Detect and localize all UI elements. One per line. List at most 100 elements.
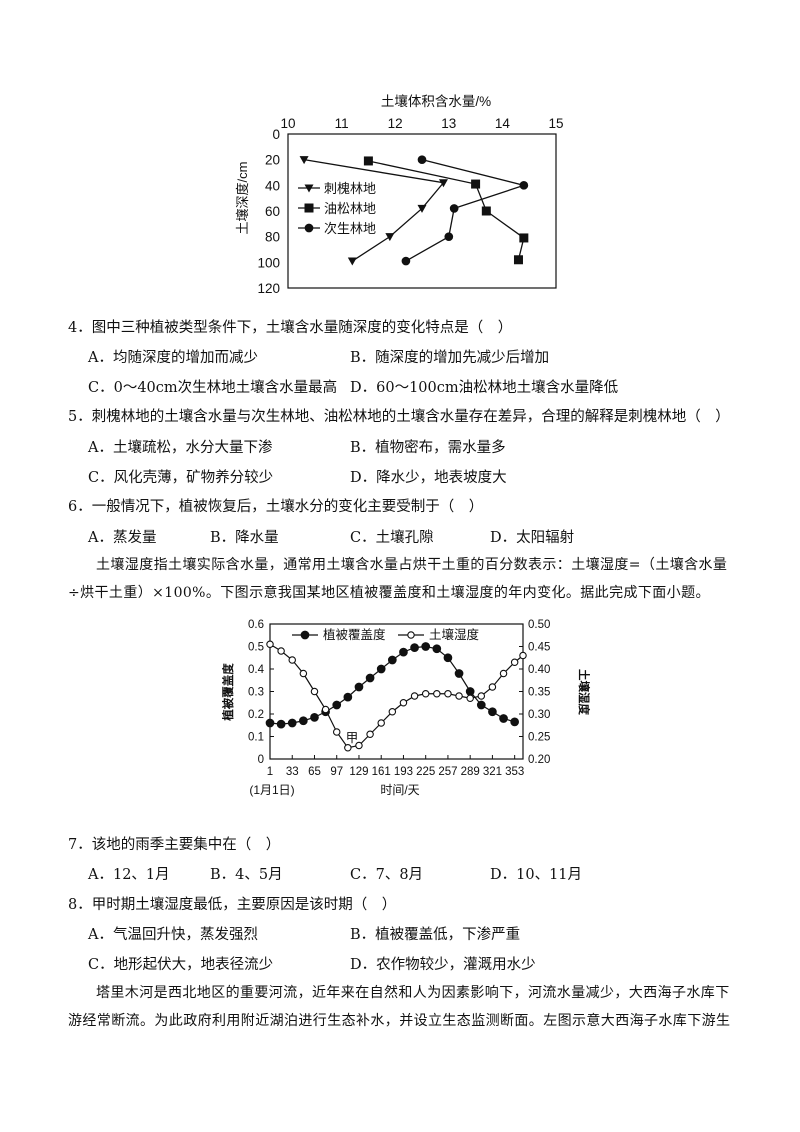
question-8-option-d[interactable]: D．农作物较少，灌溉用水少 bbox=[350, 957, 536, 973]
question-7-option-b[interactable]: B．4、5月 bbox=[210, 867, 283, 883]
chart2-vegetation-point bbox=[410, 643, 419, 652]
question-4-option-a[interactable]: A．均随深度的增加而减少 bbox=[88, 350, 258, 366]
chart2-soil-point bbox=[321, 705, 330, 714]
passage-soil-humidity: 土壤湿度指土壤实际含水量，通常用土壤含水量占烘干土重的百分数表示：土壤湿度=（土… bbox=[68, 557, 728, 601]
chart1-series-line bbox=[405, 159, 527, 262]
chart2-x-tick-label: 193 bbox=[394, 766, 413, 778]
chart1-data-point bbox=[519, 233, 529, 243]
chart1-x-tick-label: 10 bbox=[280, 116, 295, 131]
chart2-soil-point bbox=[488, 683, 497, 691]
chart2-x-tick-label: 321 bbox=[483, 766, 502, 778]
chart2-vegetation-point bbox=[265, 718, 275, 728]
question-6-option-d[interactable]: D．太阳辐射 bbox=[490, 530, 575, 546]
question-7-option-a[interactable]: A．12、1月 bbox=[88, 867, 170, 883]
chart1-data-point bbox=[363, 156, 373, 166]
chart2-legend-marker bbox=[300, 630, 310, 640]
chart1-data-point bbox=[438, 179, 448, 188]
chart2-vegetation-point bbox=[510, 717, 520, 727]
chart2-left-tick-label: 0.1 bbox=[248, 732, 264, 744]
question-7-option-c[interactable]: C．7、8月 bbox=[350, 867, 424, 883]
chart2-soil-point bbox=[421, 690, 430, 698]
chart1-y-tick-label: 80 bbox=[265, 230, 280, 245]
chart1-data-point bbox=[417, 155, 427, 165]
chart2-x-sub-label: (1月1日) bbox=[249, 783, 294, 797]
chart2-soil-point bbox=[277, 647, 285, 655]
chart2-left-tick-label: 0.5 bbox=[248, 642, 264, 654]
chart2-xlabel: 时间/天 bbox=[380, 783, 419, 797]
chart2-x-tick-label: 353 bbox=[505, 766, 524, 778]
question-8-option-c[interactable]: C．地形起伏大，地表径流少 bbox=[88, 957, 274, 973]
question-4-option-b[interactable]: B．随深度的增加先减少后增加 bbox=[350, 350, 550, 366]
chart2-legend-label: 植被覆盖度 bbox=[323, 627, 386, 642]
question-4-stem: 4．图中三种植被类型条件下，土壤含水量随深度的变化特点是（ ） bbox=[68, 320, 513, 336]
question-8-option-a[interactable]: A．气温回升快，蒸发强烈 bbox=[88, 927, 258, 943]
chart2-right-tick-label: 0.35 bbox=[528, 687, 550, 699]
chart1-data-point bbox=[449, 204, 459, 213]
question-6-stem: 6．一般情况下，植被恢复后，土壤水分的变化主要受制于（ ） bbox=[68, 499, 484, 515]
chart2-soil-point bbox=[477, 692, 486, 700]
chart1-data-point bbox=[385, 233, 395, 242]
chart2-soil-point bbox=[466, 694, 474, 703]
question-5-option-d[interactable]: D．降水少，地表坡度大 bbox=[350, 470, 507, 486]
chart2-vegetation-point bbox=[287, 718, 297, 728]
chart2-vegetation-point bbox=[354, 682, 364, 692]
chart2-left-tick-label: 0 bbox=[258, 754, 264, 766]
chart1-legend-marker bbox=[304, 203, 314, 213]
chart2-ylabel-right: 土壤湿度 bbox=[577, 669, 591, 715]
chart2-x-tick-label: 97 bbox=[330, 766, 343, 778]
chart2-vegetation-point bbox=[476, 700, 486, 710]
question-4-option-c[interactable]: C．0～40cm次生林地土壤含水量最高 bbox=[88, 380, 338, 396]
chart1-data-point bbox=[299, 156, 309, 165]
question-4-option-d[interactable]: D．60～100cm油松林地土壤含水量降低 bbox=[350, 380, 619, 396]
chart2-vegetation-point bbox=[432, 644, 442, 654]
question-6-option-c[interactable]: C．土壤孔隙 bbox=[350, 530, 434, 546]
question-8-option-b[interactable]: B．植被覆盖低，下渗严重 bbox=[350, 927, 521, 943]
chart2-vegetation-point bbox=[276, 719, 286, 729]
chart2-soil-point bbox=[310, 687, 319, 696]
chart2-vegetation-point bbox=[365, 673, 375, 683]
chart1-legend-label: 油松林地 bbox=[324, 201, 376, 216]
question-5-option-b[interactable]: B．植物密布，需水量多 bbox=[350, 440, 506, 456]
chart2-left-tick-label: 0.2 bbox=[248, 709, 264, 721]
chart2-x-tick-label: 65 bbox=[308, 766, 321, 778]
chart2-vegetation-point bbox=[376, 664, 386, 674]
soil-moisture-depth-chart: 土壤体积含水量/% 10 11 12 13 14 15 0 20 40 60 80 100 120 土… bbox=[235, 93, 564, 296]
chart2-left-tick-label: 0.6 bbox=[248, 619, 264, 631]
chart1-legend-marker bbox=[304, 223, 314, 233]
chart2-legend-label: 土壤湿度 bbox=[429, 627, 480, 642]
chart2-vegetation-point bbox=[488, 707, 497, 717]
chart2-right-tick-label: 0.40 bbox=[528, 664, 550, 676]
chart2-x-tick-label: 289 bbox=[461, 766, 480, 778]
chart2-vegetation-point bbox=[454, 669, 464, 678]
chart2-soil-point bbox=[266, 640, 274, 648]
chart2-x-tick-label: 1 bbox=[267, 766, 273, 778]
chart1-x-tick-label: 11 bbox=[335, 116, 349, 131]
vegetation-soil-humidity-chart: 0 0.1 0.2 0.3 0.4 0.5 0.6 0.20 0.25 0.30 0.35 0.40… bbox=[222, 619, 591, 797]
chart2-vegetation-point bbox=[499, 714, 508, 723]
chart1-legend-marker bbox=[304, 184, 314, 193]
chart2-soil-point bbox=[499, 669, 508, 678]
chart2-left-tick-label: 0.4 bbox=[248, 664, 265, 676]
chart2-plot-frame bbox=[269, 623, 524, 760]
chart1-plot-frame bbox=[287, 133, 557, 289]
chart1-legend-label: 刺槐林地 bbox=[324, 181, 376, 196]
chart2-soil-point bbox=[366, 730, 374, 739]
chart1-legend-label: 次生林地 bbox=[324, 221, 376, 236]
chart2-vegetation-point bbox=[299, 716, 308, 726]
question-5-option-c[interactable]: C．风化壳薄，矿物养分较少 bbox=[88, 470, 274, 486]
question-6-option-a[interactable]: A．蒸发量 bbox=[88, 530, 157, 546]
chart2-soil-point bbox=[388, 708, 397, 716]
question-7-option-d[interactable]: D．10、11月 bbox=[490, 867, 583, 883]
chart1-data-point bbox=[513, 255, 523, 265]
chart1-data-point bbox=[347, 257, 357, 266]
question-8-stem: 8．甲时期土壤湿度最低，主要原因是该时期（ ） bbox=[68, 897, 397, 913]
chart1-x-tick-label: 14 bbox=[495, 116, 511, 131]
chart1-y-tick-label: 100 bbox=[257, 255, 280, 270]
chart1-ylabel: 土壤深度/cm bbox=[235, 162, 250, 235]
chart2-right-tick-label: 0.45 bbox=[528, 642, 550, 654]
chart2-right-tick-label: 0.20 bbox=[528, 754, 550, 766]
chart2-soil-point bbox=[410, 692, 419, 700]
question-5-option-a[interactable]: A．土壤疏松，水分大量下渗 bbox=[88, 440, 273, 456]
chart1-series-line bbox=[368, 160, 525, 260]
question-6-option-b[interactable]: B．降水量 bbox=[210, 530, 279, 546]
